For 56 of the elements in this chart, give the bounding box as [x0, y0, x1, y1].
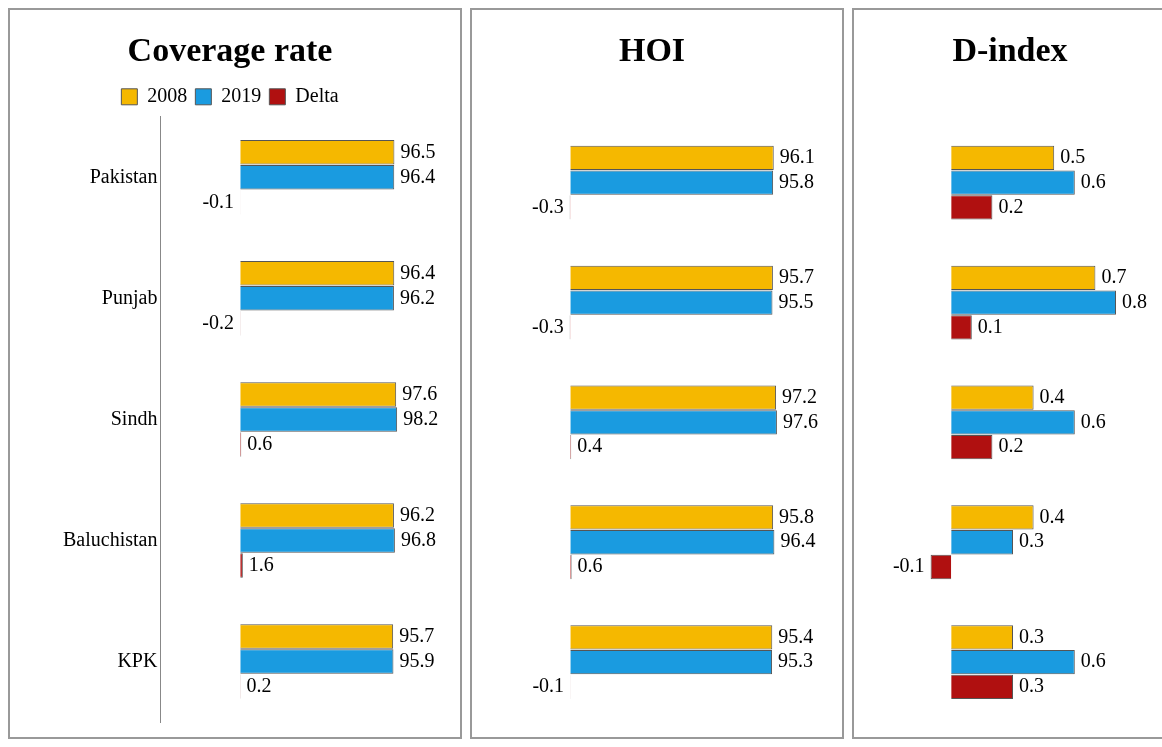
data-label: 0.2	[998, 434, 1024, 457]
data-label: 0.3	[1019, 529, 1044, 552]
data-label: -0.1	[202, 189, 235, 212]
y-tick-label: Pakistan	[89, 164, 158, 187]
data-label: 0.7	[1101, 265, 1127, 288]
data-label: 96.1	[779, 145, 815, 168]
y-tick-label: Punjab	[101, 285, 158, 309]
legend-label: Delta	[295, 84, 339, 107]
legend-label: 2008	[147, 84, 188, 107]
data-label: -0.2	[202, 310, 234, 333]
data-label: 96.5	[400, 139, 436, 162]
data-label: -0.1	[892, 554, 925, 577]
data-label: 0.6	[1080, 169, 1106, 192]
data-label: 0.1	[977, 314, 1003, 337]
data-label: 95.7	[399, 623, 435, 646]
data-label: 96.2	[399, 502, 435, 525]
data-label: 95.4	[778, 624, 814, 647]
data-label: 96.4	[780, 529, 816, 552]
data-label: 0.6	[247, 431, 273, 454]
data-label: 98.2	[403, 406, 439, 429]
data-label: 96.4	[400, 260, 436, 283]
data-label: -0.1	[532, 674, 565, 697]
y-tick-label: Baluchistan	[62, 527, 158, 550]
legend-label: 2019	[221, 84, 262, 107]
chart-title: D-index	[952, 31, 1068, 69]
data-label: 0.3	[1019, 674, 1044, 697]
data-label: 96.4	[400, 164, 436, 187]
data-label: 97.6	[402, 381, 438, 404]
data-label: 0.6	[1080, 649, 1106, 672]
data-label: 0.6	[577, 554, 603, 577]
data-label: 97.6	[782, 409, 818, 432]
data-label: 95.5	[778, 289, 814, 312]
data-label: 95.7	[778, 265, 814, 288]
data-label: 96.2	[399, 285, 435, 308]
data-label: -0.3	[532, 314, 564, 337]
data-label: 95.9	[399, 648, 435, 671]
data-label: 0.3	[1019, 624, 1044, 647]
data-label: 95.8	[779, 504, 815, 527]
data-label: 97.2	[782, 384, 818, 407]
data-label: 96.8	[400, 527, 436, 550]
chart-title: HOI	[618, 31, 686, 69]
data-label: 0.2	[998, 194, 1024, 217]
chart-title: Coverage rate	[127, 31, 333, 69]
data-label: 0.5	[1060, 145, 1086, 168]
data-label: 95.8	[779, 169, 815, 192]
data-label: -0.3	[532, 194, 564, 217]
data-label: 0.4	[1039, 384, 1065, 407]
data-label: 0.2	[246, 673, 272, 696]
data-label: 1.6	[248, 552, 274, 575]
data-label: 0.6	[1080, 409, 1106, 432]
y-tick-label: KPK	[117, 648, 158, 671]
y-tick-label: Sindh	[110, 406, 158, 429]
data-label: 0.4	[577, 434, 603, 457]
data-label: 0.8	[1122, 289, 1147, 312]
data-label: 95.3	[778, 649, 814, 672]
data-label: 0.4	[1039, 504, 1065, 527]
